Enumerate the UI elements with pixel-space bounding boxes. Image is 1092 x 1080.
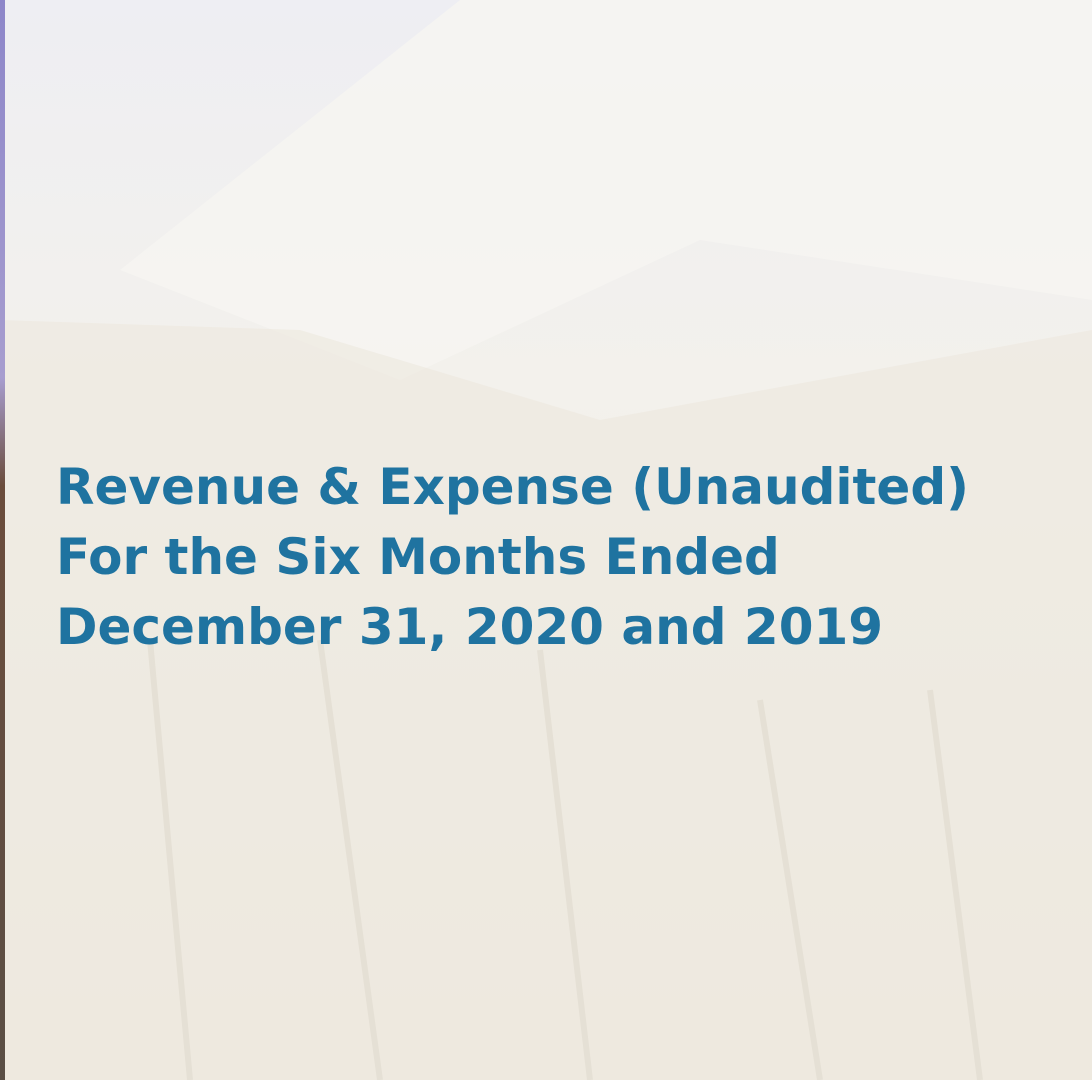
title-line: December 31, 2020 and 2019: [56, 598, 884, 656]
title: Revenue & Expense (Unaudited) For the Si…: [56, 452, 969, 662]
title-line: For the Six Months Ended: [56, 528, 780, 586]
title-line: Revenue & Expense (Unaudited): [56, 458, 969, 516]
